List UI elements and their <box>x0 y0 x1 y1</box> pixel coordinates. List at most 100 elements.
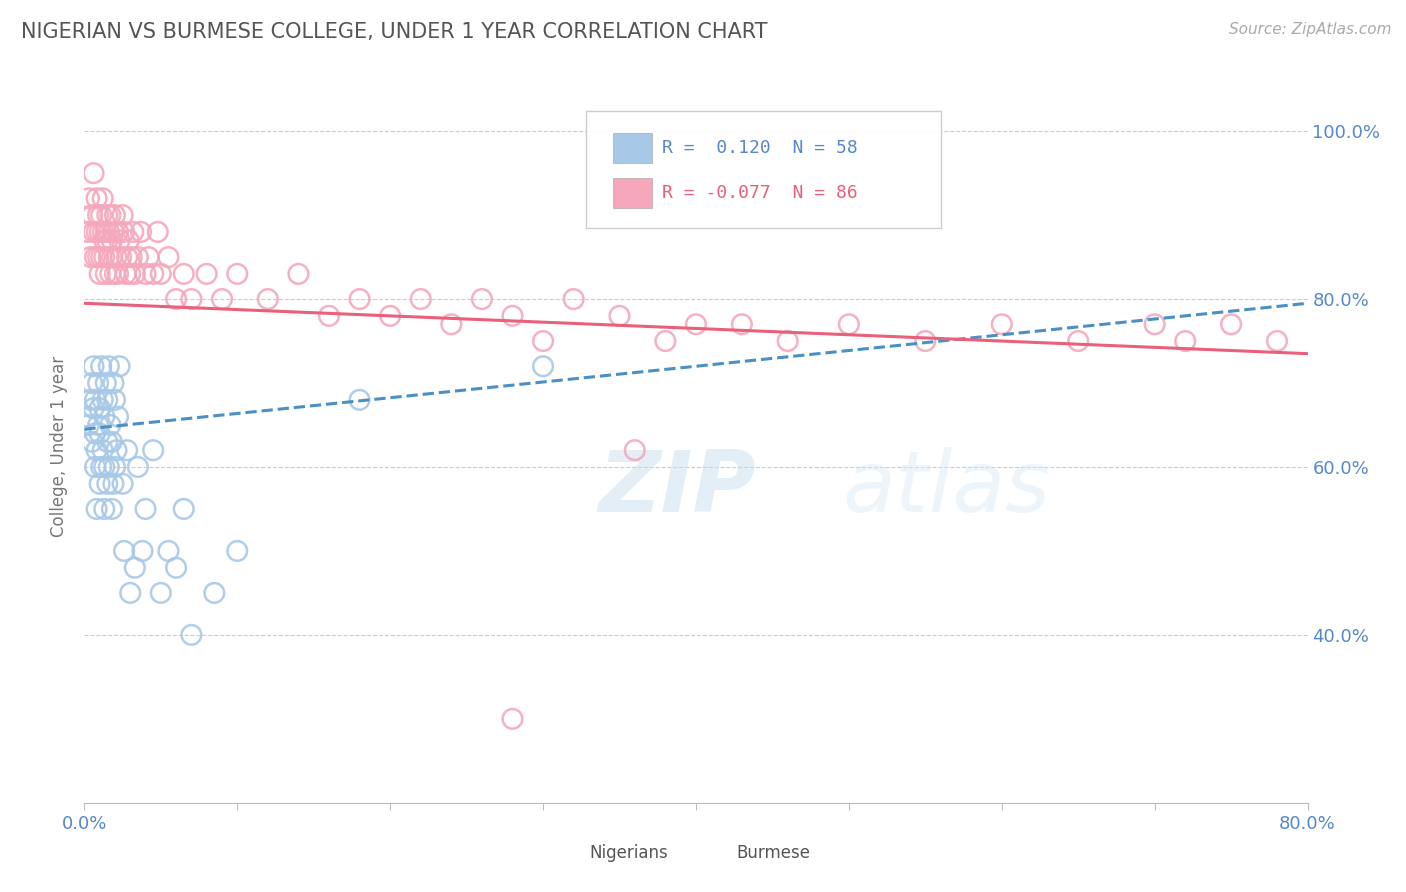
Point <box>135 267 157 281</box>
Point <box>79 250 101 264</box>
Point <box>107 267 129 281</box>
Point <box>180 628 202 642</box>
FancyBboxPatch shape <box>613 178 652 208</box>
Point <box>108 233 131 247</box>
Point <box>624 443 647 458</box>
Point <box>101 502 124 516</box>
Point <box>80 208 103 222</box>
Point <box>685 318 707 332</box>
Point <box>87 208 110 222</box>
Point <box>76 225 98 239</box>
FancyBboxPatch shape <box>586 111 941 228</box>
Point <box>111 476 134 491</box>
Point <box>93 502 115 516</box>
Point <box>991 318 1014 332</box>
Point <box>107 409 129 424</box>
Point <box>349 292 371 306</box>
Point <box>94 267 117 281</box>
Point <box>97 359 120 374</box>
Point <box>83 166 105 180</box>
Point <box>135 502 157 516</box>
Point <box>103 476 125 491</box>
Point <box>146 225 169 239</box>
Point <box>131 544 153 558</box>
Point <box>105 443 128 458</box>
Point <box>1220 318 1243 332</box>
Point <box>122 225 145 239</box>
Point <box>103 376 125 390</box>
Text: Burmese: Burmese <box>737 844 810 862</box>
Point <box>93 460 115 475</box>
Point <box>104 460 127 475</box>
Point <box>110 250 132 264</box>
Point <box>838 318 860 332</box>
Text: ZIP: ZIP <box>598 447 756 531</box>
Point <box>83 401 105 416</box>
Point <box>91 443 114 458</box>
Point <box>87 376 110 390</box>
Point <box>112 225 135 239</box>
Point <box>257 292 280 306</box>
Text: R = -0.077  N = 86: R = -0.077 N = 86 <box>662 184 858 202</box>
Point <box>103 225 125 239</box>
Point <box>112 544 135 558</box>
Point <box>440 318 463 332</box>
Point <box>157 544 180 558</box>
Point <box>1143 318 1166 332</box>
Point <box>96 392 118 407</box>
Point <box>157 250 180 264</box>
Point <box>531 359 554 374</box>
Point <box>80 434 103 449</box>
Point <box>97 460 120 475</box>
Point <box>108 359 131 374</box>
Point <box>115 250 138 264</box>
Point <box>91 191 114 205</box>
Point <box>1174 334 1197 348</box>
Point <box>211 292 233 306</box>
Point <box>107 225 129 239</box>
Point <box>84 392 107 407</box>
Point <box>173 267 195 281</box>
Point <box>1265 334 1288 348</box>
Point <box>142 267 165 281</box>
Point <box>776 334 799 348</box>
Point <box>287 267 309 281</box>
Text: Source: ZipAtlas.com: Source: ZipAtlas.com <box>1229 22 1392 37</box>
Point <box>79 392 101 407</box>
Point <box>96 233 118 247</box>
FancyBboxPatch shape <box>702 847 728 869</box>
Point <box>83 225 105 239</box>
Point <box>129 225 152 239</box>
Point <box>76 409 98 424</box>
Point <box>120 586 142 600</box>
Point <box>118 233 141 247</box>
Point <box>226 267 249 281</box>
FancyBboxPatch shape <box>613 133 652 162</box>
Point <box>180 292 202 306</box>
Point <box>731 318 754 332</box>
Point <box>104 392 127 407</box>
Point <box>173 502 195 516</box>
Point <box>98 417 121 432</box>
Point <box>914 334 936 348</box>
Point <box>80 376 103 390</box>
Point <box>114 267 136 281</box>
Point <box>86 225 108 239</box>
Point <box>127 250 149 264</box>
Point <box>97 225 120 239</box>
Point <box>195 267 218 281</box>
Point <box>115 443 138 458</box>
Point <box>142 443 165 458</box>
Point <box>562 292 585 306</box>
Point <box>531 334 554 348</box>
Point <box>165 560 187 574</box>
Point <box>90 250 112 264</box>
Point <box>318 309 340 323</box>
Point <box>87 417 110 432</box>
Point <box>654 334 676 348</box>
Point <box>89 401 111 416</box>
Text: atlas: atlas <box>842 447 1050 531</box>
Point <box>202 586 225 600</box>
Point <box>121 250 143 264</box>
Point <box>93 233 115 247</box>
